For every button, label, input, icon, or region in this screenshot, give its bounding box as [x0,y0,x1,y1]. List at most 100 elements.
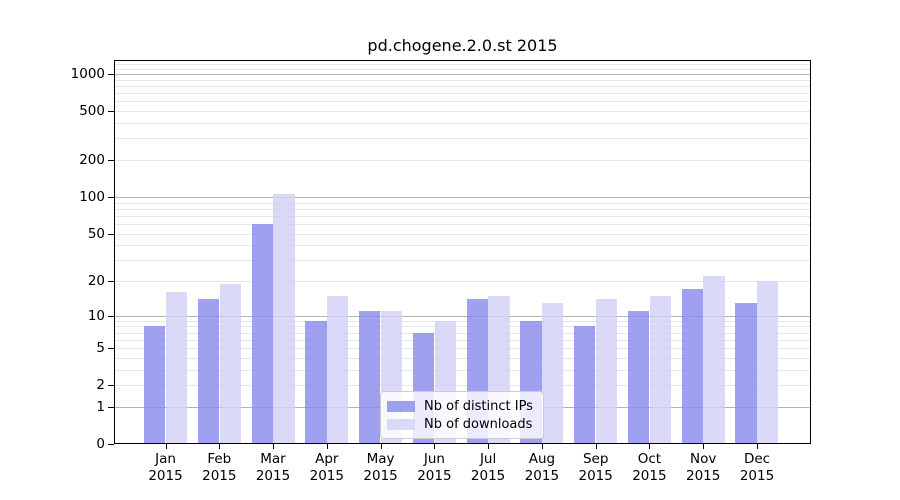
y-tick-label-20: 20 [87,273,105,289]
bar-distinct-ips-may [359,310,381,444]
x-tick-label-dec: Dec 2015 [739,451,775,484]
gridline-minor-600 [114,101,811,103]
legend-swatch-downloads [387,418,415,430]
gridline-minor-900 [114,79,811,81]
gridline-minor-6 [114,339,811,341]
x-tick-oct [649,444,651,449]
gridline-minor-200 [114,160,811,161]
x-tick-aug [541,444,543,449]
x-tick-label-jun: Jun 2015 [417,451,452,484]
plot-area [114,60,811,444]
gridline-minor-1100 [114,68,811,70]
x-tick-sep [595,444,597,449]
bar-distinct-ips-dec [735,302,757,444]
y-tick-label-10: 10 [87,307,105,324]
gridline-minor-4 [114,357,811,359]
x-tick-label-apr: Apr 2015 [309,451,344,484]
y-tick-10 [108,315,114,317]
legend-item-downloads: Nb of downloads [387,417,535,432]
x-tick-label-jan: Jan 2015 [148,451,183,484]
y-tick-label-100: 100 [79,188,105,205]
y-tick-1000 [108,74,114,75]
bar-downloads-sep [595,299,618,444]
gridline-minor-7 [114,332,811,334]
legend-label-downloads: Nb of downloads [424,416,533,432]
x-tick-may [380,444,382,449]
gridline-minor-70 [114,215,811,217]
y-tick-label-5: 5 [96,340,105,357]
bar-distinct-ips-mar [251,223,273,444]
gridline-minor-20 [114,281,811,282]
y-tick-20 [108,281,114,282]
y-tick-label-0: 0 [96,436,105,452]
y-tick-100 [108,196,114,198]
bar-downloads-apr [327,295,349,444]
bar-distinct-ips-feb [197,299,220,444]
x-tick-dec [757,444,758,449]
x-tick-jul [488,444,490,449]
gridline-minor-1200 [114,64,811,66]
x-tick-label-aug: Aug 2015 [524,451,560,484]
gridline-minor-30 [114,260,811,262]
bar-downloads-feb [219,283,241,444]
gridline-minor-60 [114,223,811,225]
y-tick-500 [108,111,114,113]
bar-downloads-jan [165,292,187,444]
legend-label-distinct-ips: Nb of distinct IPs [424,398,533,414]
gridline-minor-80 [114,208,811,210]
x-tick-nov [703,444,705,449]
gridline-major-10 [114,315,811,317]
bar-downloads-oct [649,295,671,444]
legend-item-distinct-ips: Nb of distinct IPs [387,399,535,414]
bar-distinct-ips-jan [144,326,166,444]
gridline-minor-8 [114,326,811,328]
y-tick-0 [108,444,114,445]
gridline-major-1000 [114,74,811,75]
y-tick-label-2: 2 [96,377,105,394]
legend-swatch-distinct-ips [387,400,415,412]
x-tick-label-sep: Sep 2015 [578,451,613,484]
x-tick-apr [326,444,328,449]
bar-distinct-ips-apr [305,320,327,444]
bar-distinct-ips-oct [627,310,650,444]
bar-distinct-ips-sep [574,326,596,444]
gridline-minor-2 [114,385,811,387]
x-tick-label-oct: Oct 2015 [632,451,667,484]
x-tick-label-feb: Feb 2015 [202,451,237,484]
x-tick-label-mar: Mar 2015 [255,451,291,484]
y-tick-200 [108,160,114,161]
y-tick-label-50: 50 [87,225,105,242]
y-tick-50 [108,233,114,235]
x-tick-label-may: May 2015 [363,451,398,484]
bar-downloads-mar [273,194,295,444]
y-tick-2 [108,385,114,387]
gridline-minor-5 [114,348,811,350]
gridline-major-100 [114,196,811,198]
y-tick-label-1: 1 [96,398,105,415]
gridline-minor-9 [114,320,811,322]
gridline-minor-800 [114,86,811,87]
y-tick-5 [108,348,114,350]
legend: Nb of distinct IPs Nb of downloads [380,391,544,439]
x-tick-mar [273,444,274,449]
gridline-minor-90 [114,202,811,204]
gridline-minor-500 [114,111,811,113]
gridline-minor-50 [114,233,811,235]
bar-distinct-ips-nov [681,289,703,444]
x-tick-feb [219,444,221,449]
bar-downloads-dec [757,281,779,444]
x-tick-label-jul: Jul 2015 [470,451,506,484]
x-tick-jan [165,444,167,449]
gridline-minor-40 [114,245,811,247]
bar-downloads-nov [703,276,725,444]
gridline-minor-700 [114,93,811,95]
gridline-minor-400 [114,123,811,124]
chart-title: pd.chogene.2.0.st 2015 [367,36,558,55]
gridline-minor-3 [114,369,811,371]
y-tick-label-200: 200 [79,152,105,168]
y-tick-label-500: 500 [79,103,105,120]
x-tick-jun [434,444,436,449]
y-tick-1 [108,406,114,408]
gridline-minor-300 [114,138,811,140]
y-tick-label-1000: 1000 [70,66,105,82]
